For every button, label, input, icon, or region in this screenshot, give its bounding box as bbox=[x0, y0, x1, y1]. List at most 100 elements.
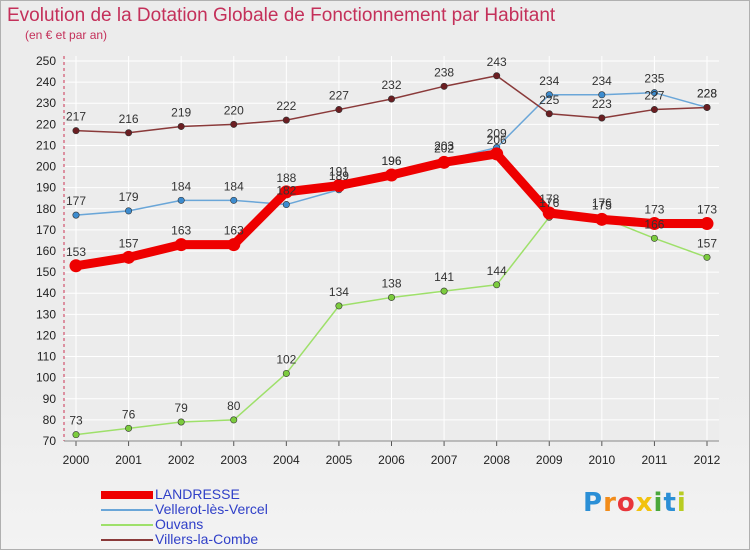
point-landresse bbox=[595, 212, 609, 226]
x-tick-label: 2011 bbox=[642, 453, 668, 467]
logo-letter: t bbox=[663, 488, 677, 518]
y-tick-label: 120 bbox=[36, 328, 56, 342]
y-tick-label: 100 bbox=[36, 371, 56, 385]
legend-swatch bbox=[101, 491, 153, 499]
x-tick-label: 2004 bbox=[273, 453, 300, 467]
data-label-villers-la-combe: 227 bbox=[329, 89, 349, 103]
y-tick-label: 200 bbox=[36, 160, 56, 174]
data-label-ouvans: 73 bbox=[69, 414, 83, 428]
legend-item-villers-la-combe: Villers-la-Combe bbox=[101, 531, 361, 547]
data-label-ouvans: 176 bbox=[592, 196, 612, 210]
point-landresse bbox=[385, 168, 398, 182]
data-label-ouvans: 138 bbox=[381, 276, 401, 290]
point-vellerot-l-s-vercel bbox=[598, 91, 606, 99]
data-label-villers-la-combe: 216 bbox=[119, 112, 139, 126]
data-label-villers-la-combe: 238 bbox=[434, 65, 454, 79]
point-landresse bbox=[647, 217, 661, 231]
point-landresse bbox=[490, 147, 504, 161]
x-tick-label: 2003 bbox=[220, 453, 247, 467]
x-tick-label: 2012 bbox=[694, 453, 721, 467]
y-tick-label: 230 bbox=[36, 96, 56, 110]
point-landresse bbox=[437, 155, 451, 169]
legend-swatch bbox=[101, 539, 153, 541]
point-villers-la-combe bbox=[230, 120, 238, 128]
point-landresse bbox=[122, 250, 136, 264]
point-landresse bbox=[542, 206, 556, 220]
x-tick-label: 2009 bbox=[536, 453, 563, 467]
logo-letter: i bbox=[653, 488, 664, 518]
y-tick-label: 170 bbox=[36, 223, 56, 237]
data-label-vellerot-l-s-vercel: 189 bbox=[329, 169, 349, 183]
data-label-landresse: 206 bbox=[487, 133, 507, 147]
point-villers-la-combe bbox=[282, 116, 290, 124]
data-label-landresse: 188 bbox=[276, 171, 296, 185]
point-vellerot-l-s-vercel bbox=[125, 207, 133, 215]
data-label-villers-la-combe: 222 bbox=[276, 99, 296, 113]
data-label-villers-la-combe: 219 bbox=[171, 105, 191, 119]
x-tick-label: 2005 bbox=[326, 453, 353, 467]
x-tick-label: 2010 bbox=[588, 453, 615, 467]
data-label-landresse: 191 bbox=[329, 165, 349, 179]
legend: LANDRESSE Vellerot-lès-Vercel Ouvans Viller… bbox=[101, 486, 361, 547]
y-tick-label: 150 bbox=[36, 265, 56, 279]
legend-item-landresse: LANDRESSE bbox=[101, 486, 361, 502]
legend-label: Vellerot-lès-Vercel bbox=[155, 501, 268, 517]
x-tick-label: 2002 bbox=[168, 453, 195, 467]
data-label-vellerot-l-s-vercel: 235 bbox=[644, 72, 664, 86]
point-ouvans bbox=[125, 424, 133, 432]
x-tick-label: 2007 bbox=[431, 453, 458, 467]
point-landresse bbox=[279, 185, 293, 199]
y-tick-label: 130 bbox=[36, 307, 56, 321]
point-villers-la-combe bbox=[545, 110, 553, 118]
y-tick-label: 180 bbox=[36, 202, 56, 216]
point-ouvans bbox=[387, 293, 395, 301]
x-tick-label: 2000 bbox=[63, 453, 90, 467]
point-vellerot-l-s-vercel bbox=[72, 211, 80, 219]
legend-swatch bbox=[101, 524, 153, 526]
data-label-villers-la-combe: 243 bbox=[487, 55, 507, 69]
point-villers-la-combe bbox=[440, 82, 448, 90]
data-label-villers-la-combe: 220 bbox=[224, 103, 244, 117]
chart-subtitle: (en € et par an) bbox=[25, 28, 108, 42]
point-villers-la-combe bbox=[598, 114, 606, 122]
data-label-vellerot-l-s-vercel: 177 bbox=[66, 194, 86, 208]
point-ouvans bbox=[650, 234, 658, 242]
point-vellerot-l-s-vercel bbox=[177, 196, 185, 204]
point-villers-la-combe bbox=[335, 106, 343, 114]
point-ouvans bbox=[177, 418, 185, 426]
point-villers-la-combe bbox=[125, 129, 133, 137]
data-label-landresse: 157 bbox=[119, 236, 139, 250]
data-label-ouvans: 80 bbox=[227, 399, 241, 413]
data-label-villers-la-combe: 225 bbox=[539, 93, 559, 107]
point-landresse bbox=[332, 179, 346, 193]
point-villers-la-combe bbox=[493, 72, 501, 80]
x-tick-label: 2008 bbox=[483, 453, 510, 467]
x-tick-label: 2006 bbox=[378, 453, 405, 467]
point-ouvans bbox=[230, 416, 238, 424]
data-label-landresse: 153 bbox=[66, 245, 86, 259]
data-label-villers-la-combe: 232 bbox=[381, 78, 401, 92]
data-label-landresse: 196 bbox=[381, 154, 401, 168]
data-label-ouvans: 102 bbox=[276, 352, 296, 366]
data-label-landresse: 175 bbox=[592, 198, 612, 212]
y-tick-label: 220 bbox=[36, 117, 56, 131]
y-tick-label: 250 bbox=[36, 54, 56, 68]
data-label-landresse: 202 bbox=[434, 141, 454, 155]
data-label-vellerot-l-s-vercel: 182 bbox=[276, 184, 296, 198]
data-label-ouvans: 134 bbox=[329, 285, 349, 299]
y-tick-label: 160 bbox=[36, 244, 56, 258]
data-label-ouvans: 141 bbox=[434, 270, 454, 284]
point-vellerot-l-s-vercel bbox=[282, 201, 290, 209]
data-label-villers-la-combe: 223 bbox=[592, 97, 612, 111]
logo-letter: x bbox=[635, 488, 654, 518]
point-villers-la-combe bbox=[650, 106, 658, 114]
logo-letter: r bbox=[603, 488, 617, 518]
data-label-ouvans: 144 bbox=[487, 264, 507, 278]
data-label-landresse: 163 bbox=[224, 224, 244, 238]
y-tick-label: 210 bbox=[36, 138, 56, 152]
point-ouvans bbox=[282, 369, 290, 377]
data-label-landresse: 163 bbox=[171, 224, 191, 238]
y-tick-label: 110 bbox=[37, 350, 56, 364]
